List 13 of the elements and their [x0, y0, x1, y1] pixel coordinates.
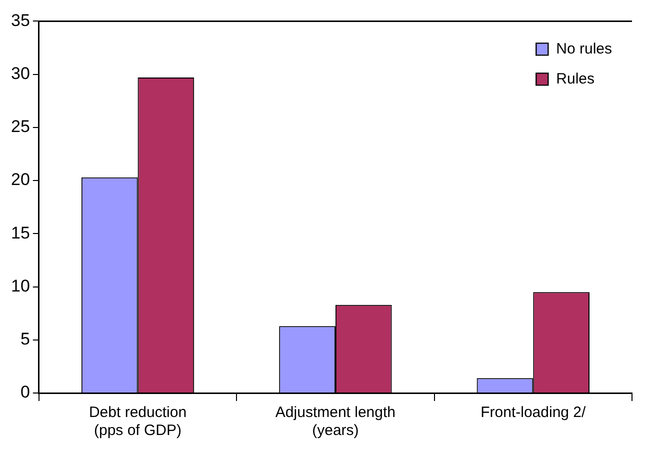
- x-tick-label: Debt reduction (pps of GDP): [88, 404, 187, 440]
- y-tick-label: 10: [10, 276, 30, 296]
- x-tick-label: Front-loading 2/: [480, 404, 587, 422]
- legend-label: Rules: [556, 70, 595, 88]
- y-tick-label: 15: [10, 223, 30, 242]
- y-tick-label: 35: [10, 10, 30, 30]
- y-tick-label: 30: [10, 64, 30, 83]
- y-tick-label: 25: [10, 117, 30, 136]
- y-tick-label: 5: [20, 330, 30, 349]
- x-tick-label: Adjustment length (years): [275, 404, 396, 440]
- legend-label: No rules: [556, 40, 612, 58]
- y-tick-label: 20: [10, 170, 30, 190]
- y-tick-label: 0: [20, 382, 30, 402]
